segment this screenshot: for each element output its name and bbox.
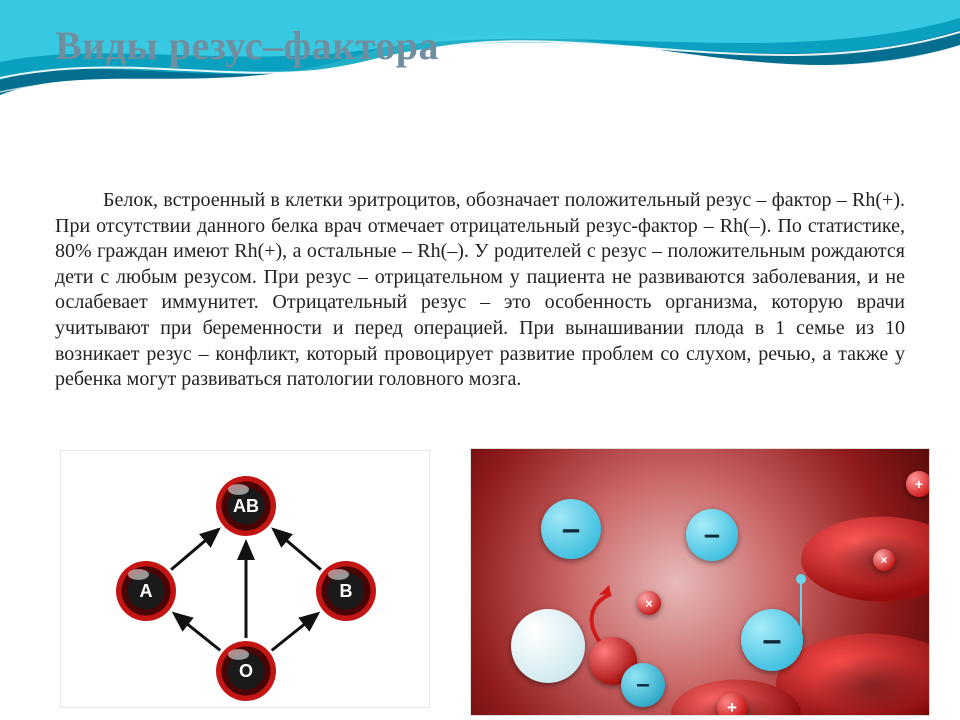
svg-text:A: A — [140, 581, 153, 601]
svg-text:AB: AB — [233, 496, 259, 516]
blood-node-B: B — [316, 561, 376, 621]
paragraph-text: Белок, встроенный в клетки эритроцитов, … — [55, 189, 905, 390]
edge-O-A — [174, 613, 220, 650]
blood-type-diagram: ABABO — [60, 450, 430, 708]
svg-text:O: O — [239, 661, 253, 681]
particle-plus-4: + — [906, 471, 930, 497]
particle-plus-7: + — [717, 693, 747, 716]
edge-O-B — [272, 613, 318, 650]
particle-minus-0: – — [541, 499, 601, 559]
main-paragraph: Белок, встроенный в клетки эритроцитов, … — [55, 188, 905, 393]
slide-title: Виды резус–фактора — [55, 22, 439, 69]
blood-node-A: A — [116, 561, 176, 621]
particle-cross-6: × — [637, 591, 661, 615]
svg-text:B: B — [340, 581, 353, 601]
red-blood-cell-0 — [801, 517, 930, 602]
blood-type-svg: ABABO — [61, 451, 431, 709]
header-banner — [0, 0, 960, 140]
particle-cell-3 — [511, 609, 585, 683]
blood-node-AB: AB — [216, 476, 276, 536]
particle-minus-2: – — [741, 609, 803, 671]
particle-cross-5: × — [873, 549, 895, 571]
edge-B-AB — [273, 529, 320, 569]
particle-minus-1: – — [686, 509, 738, 561]
particle-minus-9: – — [621, 663, 665, 707]
blood-node-O: O — [216, 641, 276, 701]
edge-A-AB — [171, 529, 218, 569]
rh-conflict-illustration: –––+××+– — [470, 448, 930, 716]
